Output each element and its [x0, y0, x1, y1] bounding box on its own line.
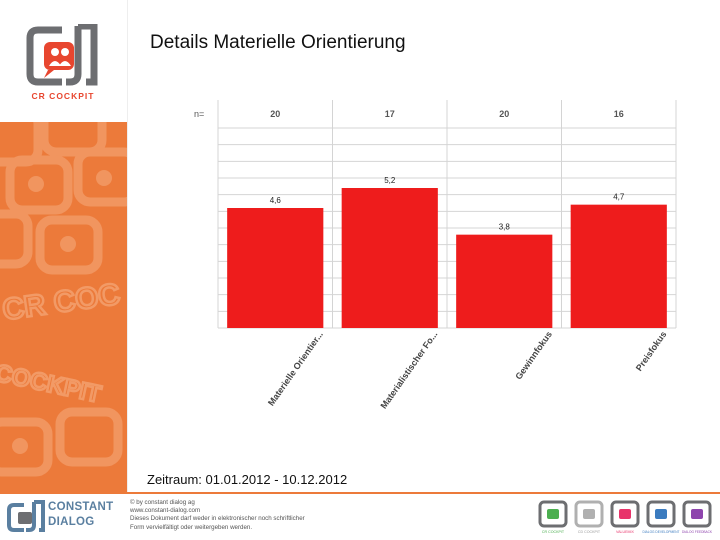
- product-icon-label: VALUEMIX: [616, 530, 635, 534]
- left-sidebar: CR COC COCKPIT CR COCKPIT: [0, 0, 127, 492]
- footer-text-line: © by constant dialog ag: [130, 499, 195, 506]
- constant-dialog-logo-icon: [7, 500, 45, 532]
- logo-text: CR COCKPIT: [31, 91, 95, 101]
- product-icon-dialog-development: DIALOG DEVELOPMENT: [642, 500, 680, 534]
- product-icon-label: CD COCKPIT: [578, 530, 601, 534]
- product-icon-label: DIALOG DEVELOPMENT: [642, 530, 679, 534]
- sidebar-orange-panel: CR COC COCKPIT: [0, 122, 127, 492]
- sidebar-watermark-pattern: CR COC COCKPIT: [0, 122, 127, 477]
- page-title: Details Materielle Orientierung: [150, 32, 406, 53]
- period-label: Zeitraum: 01.01.2012 - 10.12.2012: [147, 472, 348, 487]
- sidebar-divider: [127, 0, 128, 492]
- sidebar-watermark-1: CR COC: [0, 278, 122, 327]
- bar: [456, 234, 553, 328]
- product-icon-label: DIALOG FEEDBACK: [682, 530, 713, 534]
- bar-value-label: 4,6: [270, 196, 282, 205]
- category-tick-label: Gewinnfokus: [513, 329, 554, 381]
- product-icons: CR COCKPIT CD COCKPIT VALUEMIX DIALOG DE…: [538, 500, 713, 534]
- footer: CONSTANT DIALOG © by constant dialog ag …: [0, 494, 720, 540]
- n-label: n=: [194, 109, 204, 119]
- category-tick-label: Preisfokus: [634, 329, 669, 372]
- n-value: 20: [270, 109, 280, 119]
- n-value: 17: [385, 109, 395, 119]
- footer-copyright: © by constant dialog ag www.constant-dia…: [130, 499, 305, 532]
- bar: [570, 204, 667, 328]
- n-value: 16: [614, 109, 624, 119]
- product-icon-cr-cockpit: CR COCKPIT: [538, 500, 568, 534]
- footer-text-line: www.constant-dialog.com: [130, 507, 201, 515]
- bar-value-label: 3,8: [499, 223, 511, 232]
- footer-text-line: Dieses Dokument darf weder in elektronis…: [130, 515, 305, 523]
- product-icon-cd-cockpit: CD COCKPIT: [574, 500, 604, 534]
- footer-divider: [0, 492, 720, 494]
- category-tick-label: Materielle Orientier...: [266, 329, 325, 407]
- bar: [341, 188, 438, 328]
- product-icon-dialog-feedback: DIALOG FEEDBACK: [682, 500, 713, 534]
- footer-text-line: Form vervielfältigt oder weitergeben wer…: [130, 523, 253, 531]
- chart-bars: [227, 188, 667, 328]
- n-value: 20: [499, 109, 509, 119]
- product-icon-label: CR COCKPIT: [542, 530, 565, 534]
- cr-cockpit-logo: [26, 24, 98, 86]
- category-tick-label: Materialistischer Fo...: [378, 329, 439, 410]
- bar-chart: n= 4,6 20 Materielle Orientier... 5,2 17 Mater…: [194, 100, 677, 411]
- sidebar-watermark-2: COCKPIT: [0, 360, 104, 409]
- footer-brand-constant: CONSTANT: [48, 501, 114, 513]
- footer-brand-dialog: DIALOG: [48, 516, 95, 528]
- bar-value-label: 5,2: [384, 176, 396, 185]
- bar-value-label: 4,7: [613, 193, 625, 202]
- bar: [227, 208, 324, 328]
- product-icon-valuemix: VALUEMIX: [610, 500, 640, 534]
